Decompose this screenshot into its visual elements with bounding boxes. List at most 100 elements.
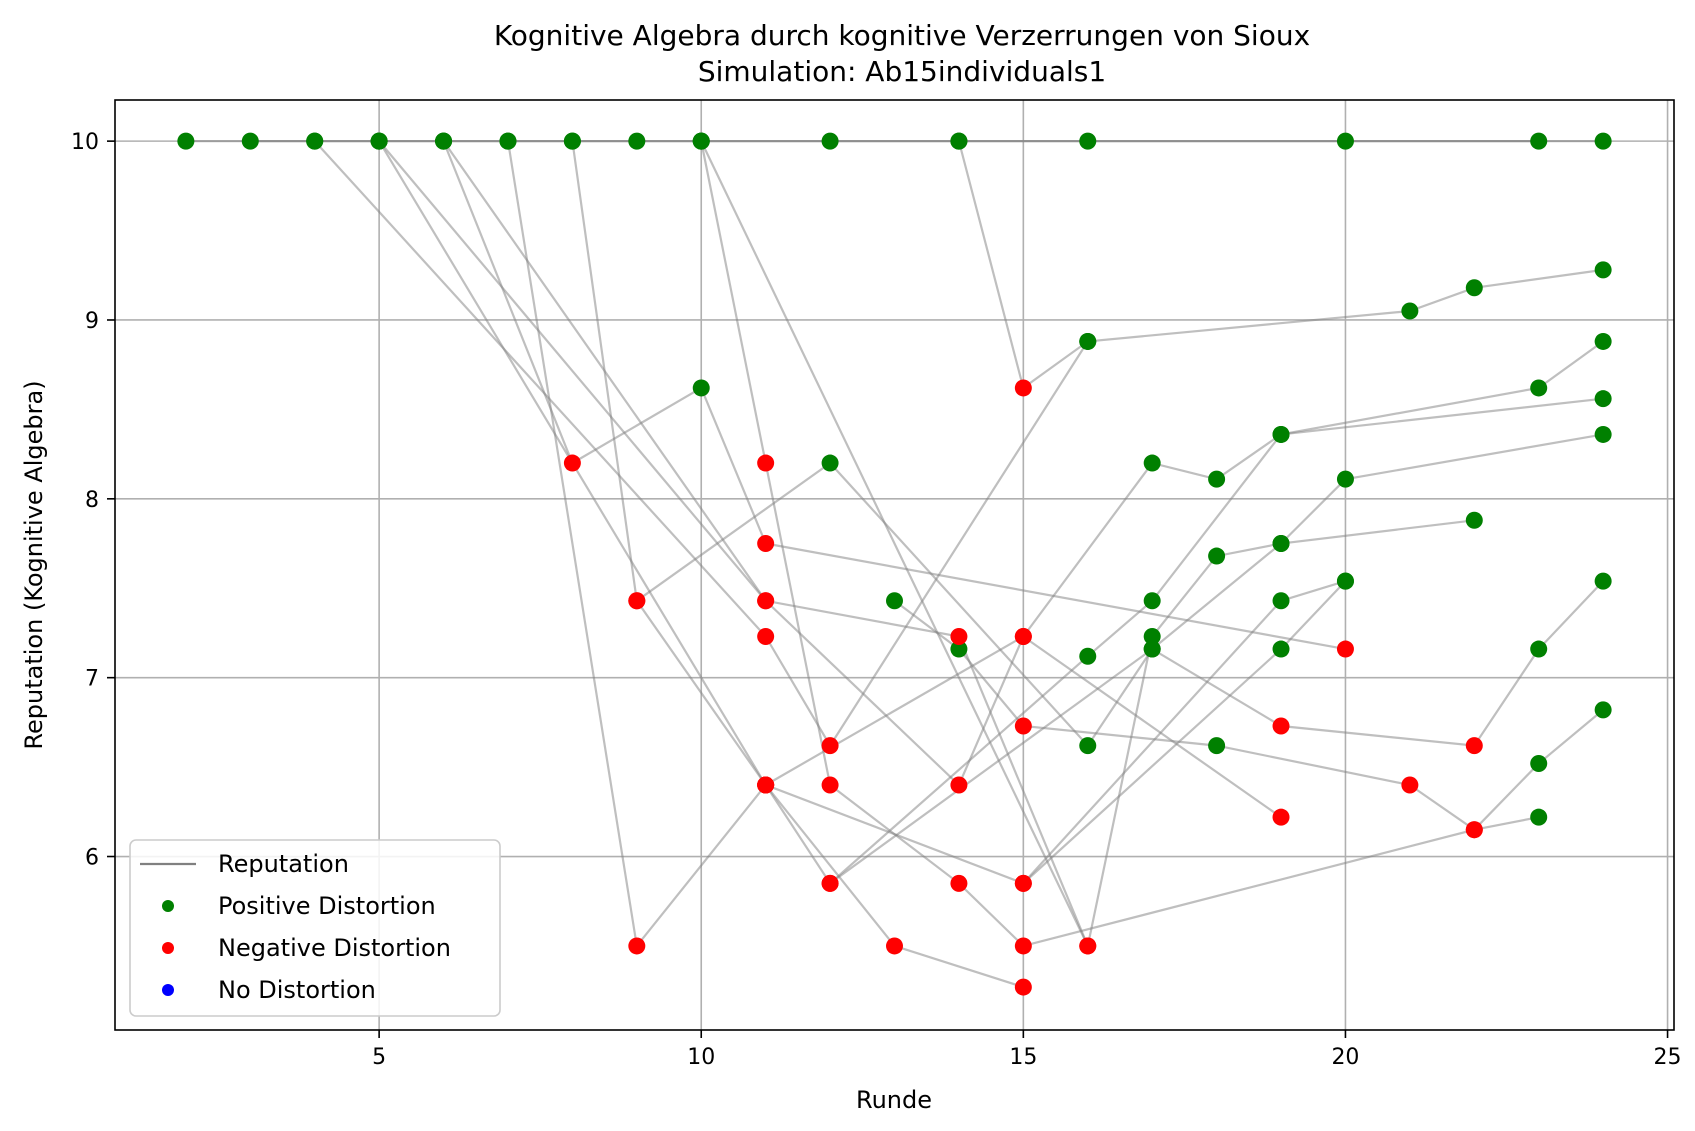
negative-distortion-point bbox=[1014, 628, 1032, 646]
negative-distortion-point bbox=[821, 874, 839, 892]
x-tick-label: 5 bbox=[372, 1045, 386, 1070]
positive-distortion-point bbox=[1401, 302, 1419, 320]
positive-distortion-point bbox=[1143, 454, 1161, 472]
reputation-line bbox=[700, 140, 1604, 948]
positive-distortion-point bbox=[950, 132, 968, 150]
negative-distortion-point bbox=[757, 628, 775, 646]
reputation-line bbox=[442, 140, 1346, 651]
y-axis-label: Reputation (Kognitive Algebra) bbox=[20, 380, 48, 749]
negative-distortion-point bbox=[1079, 937, 1097, 955]
reputation-line bbox=[313, 140, 1089, 748]
legend-label-positive: Positive Distortion bbox=[218, 892, 436, 920]
positive-distortion-point bbox=[1530, 640, 1548, 658]
reputation-line bbox=[636, 461, 1604, 748]
positive-distortion-point bbox=[692, 379, 710, 397]
y-tick-label: 7 bbox=[85, 667, 99, 692]
chart-title: Kognitive Algebra durch kognitive Verzer… bbox=[494, 19, 1310, 52]
negative-distortion-point bbox=[1014, 978, 1032, 996]
reputation-line bbox=[957, 140, 1604, 390]
positive-distortion-point bbox=[1208, 470, 1226, 488]
positive-distortion-point bbox=[1079, 647, 1097, 665]
negative-distortion-point bbox=[1336, 640, 1354, 658]
y-tick-label: 9 bbox=[85, 309, 99, 334]
negative-distortion-point bbox=[1014, 379, 1032, 397]
negative-distortion-point bbox=[821, 776, 839, 794]
positive-distortion-point bbox=[1594, 132, 1612, 150]
negative-distortion-point bbox=[1272, 717, 1290, 735]
positive-distortion-point bbox=[1530, 808, 1548, 826]
y-tick-label: 6 bbox=[85, 846, 99, 871]
positive-distortion-point bbox=[692, 132, 710, 150]
y-tick-label: 8 bbox=[85, 488, 99, 513]
plot-frame bbox=[114, 99, 1675, 1031]
positive-distortion-point bbox=[1594, 332, 1612, 350]
positive-distortion-point bbox=[1272, 592, 1290, 610]
positive-distortion-point bbox=[1465, 511, 1483, 529]
negative-distortion-point bbox=[950, 628, 968, 646]
x-tick-label: 15 bbox=[1009, 1045, 1037, 1070]
legend-swatch-negative bbox=[162, 942, 174, 954]
negative-distortion-point bbox=[1401, 776, 1419, 794]
x-tick-label: 20 bbox=[1331, 1045, 1359, 1070]
positive-distortion-point bbox=[1272, 535, 1290, 553]
legend: Reputation Positive Distortion Negative … bbox=[129, 839, 501, 1017]
positive-distortion-point bbox=[886, 592, 903, 610]
reputation-line bbox=[442, 140, 1089, 947]
legend-box bbox=[129, 839, 501, 1017]
positive-distortion-point bbox=[821, 454, 839, 472]
x-axis-label: Runde bbox=[856, 1086, 932, 1114]
negative-distortion-point bbox=[1465, 821, 1483, 839]
negative-distortion-point bbox=[563, 454, 581, 472]
data-points bbox=[177, 132, 1612, 996]
positive-distortion-point bbox=[1208, 737, 1226, 755]
negative-distortion-point bbox=[1014, 874, 1032, 892]
x-tick-label: 10 bbox=[687, 1045, 715, 1070]
positive-distortion-point bbox=[1530, 132, 1548, 150]
positive-distortion-point bbox=[1272, 640, 1290, 658]
legend-swatch-none bbox=[162, 984, 174, 996]
positive-distortion-point bbox=[370, 132, 388, 150]
positive-distortion-point bbox=[435, 132, 453, 150]
positive-distortion-point bbox=[177, 132, 195, 150]
positive-distortion-point bbox=[1208, 547, 1226, 565]
positive-distortion-point bbox=[1272, 425, 1290, 443]
negative-distortion-point bbox=[1465, 737, 1483, 755]
negative-distortion-point bbox=[1014, 937, 1032, 955]
positive-distortion-point bbox=[1336, 470, 1354, 488]
negative-distortion-point bbox=[1014, 717, 1032, 735]
positive-distortion-point bbox=[1594, 701, 1612, 719]
reputation-line bbox=[506, 140, 1347, 949]
positive-distortion-point bbox=[1594, 572, 1612, 590]
negative-distortion-point bbox=[821, 737, 839, 755]
positive-distortion-point bbox=[1079, 737, 1097, 755]
x-tick-label: 25 bbox=[1654, 1045, 1682, 1070]
positive-distortion-point bbox=[1143, 628, 1161, 646]
positive-distortion-point bbox=[1530, 379, 1548, 397]
negative-distortion-point bbox=[950, 874, 968, 892]
y-tick-label: 10 bbox=[71, 130, 99, 155]
positive-distortion-point bbox=[241, 132, 259, 150]
positive-distortion-point bbox=[950, 640, 968, 658]
legend-label-reputation: Reputation bbox=[218, 850, 349, 878]
legend-label-none: No Distortion bbox=[218, 976, 376, 1004]
positive-distortion-point bbox=[821, 132, 839, 150]
positive-distortion-point bbox=[1079, 132, 1097, 150]
negative-distortion-point bbox=[628, 592, 646, 610]
negative-distortion-point bbox=[950, 776, 968, 794]
negative-distortion-point bbox=[628, 937, 646, 955]
y-ticks: 6 7 8 9 10 bbox=[71, 130, 115, 871]
positive-distortion-point bbox=[1079, 332, 1097, 350]
positive-distortion-point bbox=[1594, 390, 1612, 408]
positive-distortion-point bbox=[306, 132, 324, 150]
negative-distortion-point bbox=[757, 535, 775, 553]
positive-distortion-point bbox=[1143, 640, 1161, 658]
negative-distortion-point bbox=[757, 776, 775, 794]
legend-label-negative: Negative Distortion bbox=[218, 934, 451, 962]
positive-distortion-point bbox=[628, 132, 646, 150]
negative-distortion-point bbox=[757, 592, 775, 610]
legend-swatch-positive bbox=[162, 900, 174, 912]
x-ticks: 5 10 15 20 25 bbox=[372, 1030, 1682, 1070]
positive-distortion-point bbox=[1465, 279, 1483, 297]
positive-distortion-point bbox=[1594, 425, 1612, 443]
